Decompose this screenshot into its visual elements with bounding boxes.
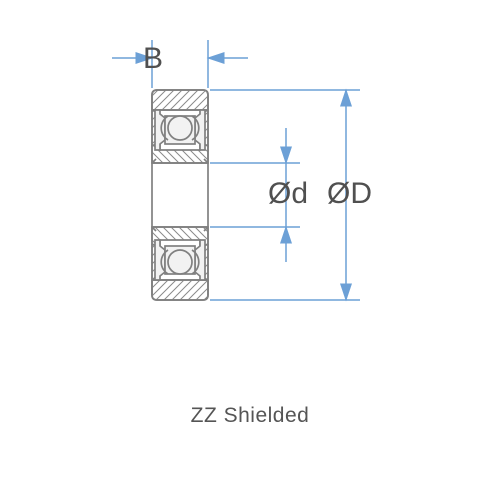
diagram-caption: ZZ Shielded — [0, 404, 500, 428]
shield-lower-right — [195, 240, 205, 280]
shield-upper-right — [195, 110, 205, 150]
shield-upper-left — [155, 110, 165, 150]
bearing-diagram: B Ød ØD ZZ Shielded — [0, 0, 500, 500]
ball-lower — [168, 250, 192, 274]
label-D: ØD — [327, 177, 372, 211]
dimensions — [112, 40, 360, 300]
label-B: B — [143, 42, 163, 76]
shield-lower-left — [155, 240, 165, 280]
bearing-body — [152, 90, 208, 300]
label-d: Ød — [268, 177, 308, 211]
ball-upper — [168, 116, 192, 140]
